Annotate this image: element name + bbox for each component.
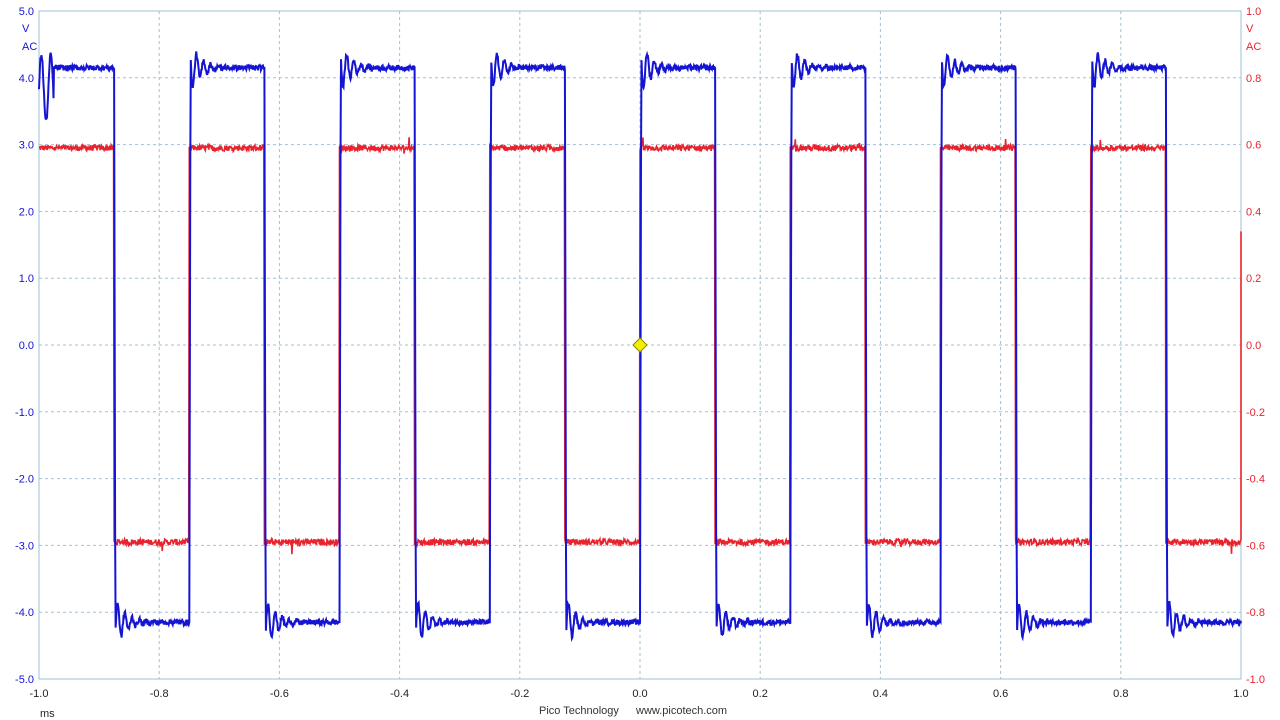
- left-tick-label: 3.0: [19, 140, 34, 152]
- left-tick-label: 2.0: [19, 206, 34, 218]
- right-tick-label: 1.0: [1246, 6, 1261, 18]
- series-blue-trace: [38, 50, 1242, 643]
- right-axis: 1.0 0.8 0.6 0.4 0.2 0.0 -0.2 -0.4 -0.6 -0.8 -1.0 VA…: [1246, 6, 1265, 686]
- left-tick-label: 1.0: [19, 273, 34, 285]
- left-axis-coupling: AC: [22, 41, 37, 53]
- footer-url[interactable]: www.picotech.com: [636, 705, 728, 717]
- footer: Pico Technology www.picotech.com: [0, 704, 1280, 720]
- right-axis-coupling: AC: [1246, 41, 1261, 53]
- footer-brand: Pico Technology: [539, 705, 619, 717]
- left-tick-label: -1.0: [15, 407, 34, 419]
- x-tick-label: 0.0: [632, 688, 647, 700]
- x-tick-label: 0.4: [873, 688, 888, 700]
- left-tick-label: -3.0: [15, 540, 34, 552]
- left-axis-unit: V: [22, 23, 30, 35]
- left-tick-label: -2.0: [15, 474, 34, 486]
- trigger-marker[interactable]: [632, 337, 648, 353]
- left-tick-label: -4.0: [15, 607, 34, 619]
- left-tick-label: 5.0: [19, 6, 34, 18]
- right-tick-label: -0.6: [1246, 540, 1265, 552]
- x-tick-label: 1.0: [1233, 688, 1248, 700]
- x-axis: -1.0 -0.8 -0.6 -0.4 -0.2 0.0 0.2 0.4 0.6 0.8 1.0 ms: [30, 688, 1249, 720]
- x-tick-label: 0.8: [1113, 688, 1128, 700]
- right-tick-label: -0.8: [1246, 607, 1265, 619]
- x-tick-label: -0.4: [390, 688, 409, 700]
- right-tick-label: 0.4: [1246, 206, 1261, 218]
- right-tick-label: 0.2: [1246, 273, 1261, 285]
- x-tick-label: -0.8: [150, 688, 169, 700]
- left-tick-label: -5.0: [15, 674, 34, 686]
- right-tick-label: 0.8: [1246, 73, 1261, 85]
- x-tick-label: -0.6: [270, 688, 289, 700]
- x-tick-label: -0.2: [510, 688, 529, 700]
- right-tick-label: 0.6: [1246, 140, 1261, 152]
- right-tick-label: -1.0: [1246, 674, 1265, 686]
- x-tick-label: 0.6: [993, 688, 1008, 700]
- traces: [38, 50, 1242, 643]
- right-axis-unit: V: [1246, 23, 1254, 35]
- trigger-marker-diamond[interactable]: [632, 337, 648, 353]
- x-tick-label: -1.0: [30, 688, 49, 700]
- left-tick-label: 0.0: [19, 340, 34, 352]
- left-axis: 5.0 4.0 3.0 2.0 1.0 0.0 -1.0 -2.0 -3.0 -4.0 -5.0 VA…: [15, 6, 37, 686]
- x-axis-unit: ms: [40, 708, 55, 720]
- right-tick-label: -0.4: [1246, 474, 1265, 486]
- right-tick-label: 0.0: [1246, 340, 1261, 352]
- left-tick-label: 4.0: [19, 73, 34, 85]
- x-tick-label: 0.2: [753, 688, 768, 700]
- right-tick-label: -0.2: [1246, 407, 1265, 419]
